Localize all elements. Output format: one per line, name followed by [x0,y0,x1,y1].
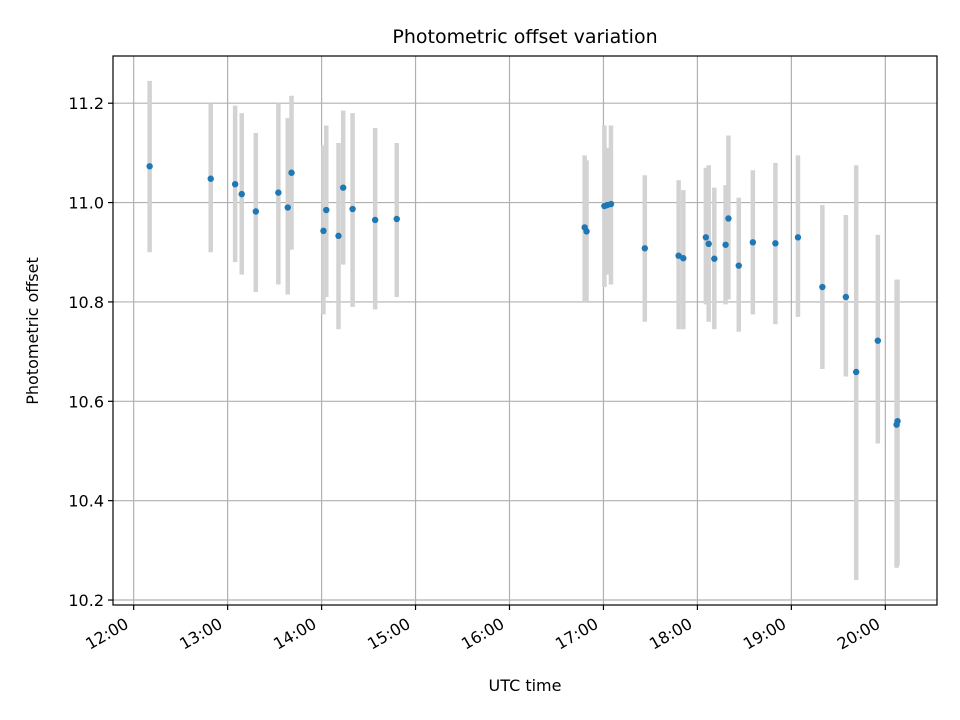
y-tick-label: 10.2 [68,591,104,610]
data-point [794,234,802,241]
data-point [702,234,710,241]
data-point [842,293,850,301]
data-point [735,262,742,269]
data-point [231,180,239,188]
data-point [583,228,590,235]
data-point [335,232,342,240]
data-point [711,255,718,262]
data-point [323,206,330,214]
data-point [252,208,260,215]
data-point [705,240,712,248]
plot-frame [112,55,938,606]
chart-title: Photometric offset variation [392,26,657,48]
x-axis-label: UTC time [489,676,562,695]
y-tick-label: 10.6 [68,392,104,411]
data-point [894,417,901,425]
data-point [749,239,757,246]
y-tick-label: 11.2 [68,94,104,113]
y-axis-label: Photometric offset [23,257,42,405]
data-point [146,163,153,170]
data-point [393,215,400,223]
data-point [641,245,648,252]
data-point [349,205,356,213]
data-point [852,368,860,376]
data-point [772,240,779,247]
data-point [275,189,282,196]
data-point [288,169,295,176]
y-tick-label: 10.4 [68,492,104,511]
data-point [371,216,379,224]
data-point [238,190,245,198]
data-point [819,283,826,291]
data-point [722,241,729,248]
data-point [874,337,882,344]
data-point [725,215,732,222]
y-tick-label: 10.8 [68,293,104,312]
data-point [320,227,327,235]
data-point [607,200,615,208]
y-axis: 10.2 10.4 10.6 10.8 11.0 11.2 [68,94,113,610]
data-point [207,175,214,182]
data-point [284,204,291,211]
data-point [339,184,347,191]
data-points [146,163,901,428]
y-tick-label: 11.0 [68,194,104,213]
data-point [680,255,687,262]
data-point [675,252,682,259]
